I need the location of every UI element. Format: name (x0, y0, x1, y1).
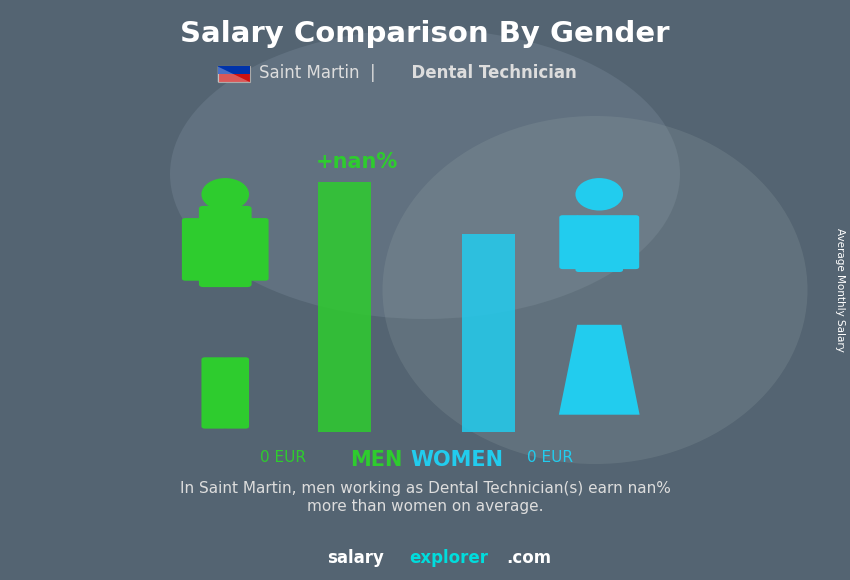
Circle shape (575, 178, 623, 211)
FancyBboxPatch shape (619, 215, 639, 269)
Text: .com: .com (506, 549, 551, 567)
Text: 0 EUR: 0 EUR (527, 450, 573, 465)
Text: +nan%: +nan% (316, 152, 398, 172)
Polygon shape (218, 66, 250, 82)
FancyBboxPatch shape (201, 357, 227, 429)
Text: explorer: explorer (409, 549, 488, 567)
FancyBboxPatch shape (246, 218, 269, 281)
Text: WOMEN: WOMEN (410, 450, 503, 469)
Text: Dental Technician: Dental Technician (400, 64, 576, 82)
Text: MEN: MEN (350, 450, 403, 469)
Text: Salary Comparison By Gender: Salary Comparison By Gender (180, 20, 670, 48)
FancyBboxPatch shape (182, 218, 204, 281)
Text: Average Monthly Salary: Average Monthly Salary (835, 228, 845, 352)
Circle shape (201, 178, 249, 211)
Bar (318, 182, 371, 432)
FancyBboxPatch shape (575, 215, 623, 272)
Bar (462, 234, 515, 432)
Text: In Saint Martin, men working as Dental Technician(s) earn nan%
more than women o: In Saint Martin, men working as Dental T… (179, 481, 671, 514)
Text: salary: salary (327, 549, 384, 567)
Polygon shape (559, 325, 639, 415)
FancyBboxPatch shape (199, 206, 252, 287)
Bar (218, 66, 250, 74)
Text: 0 EUR: 0 EUR (260, 450, 306, 465)
Ellipse shape (382, 116, 808, 464)
FancyBboxPatch shape (224, 357, 249, 429)
Ellipse shape (170, 29, 680, 319)
Text: Saint Martin  |: Saint Martin | (259, 64, 376, 82)
Bar (218, 66, 250, 82)
FancyBboxPatch shape (559, 215, 580, 269)
